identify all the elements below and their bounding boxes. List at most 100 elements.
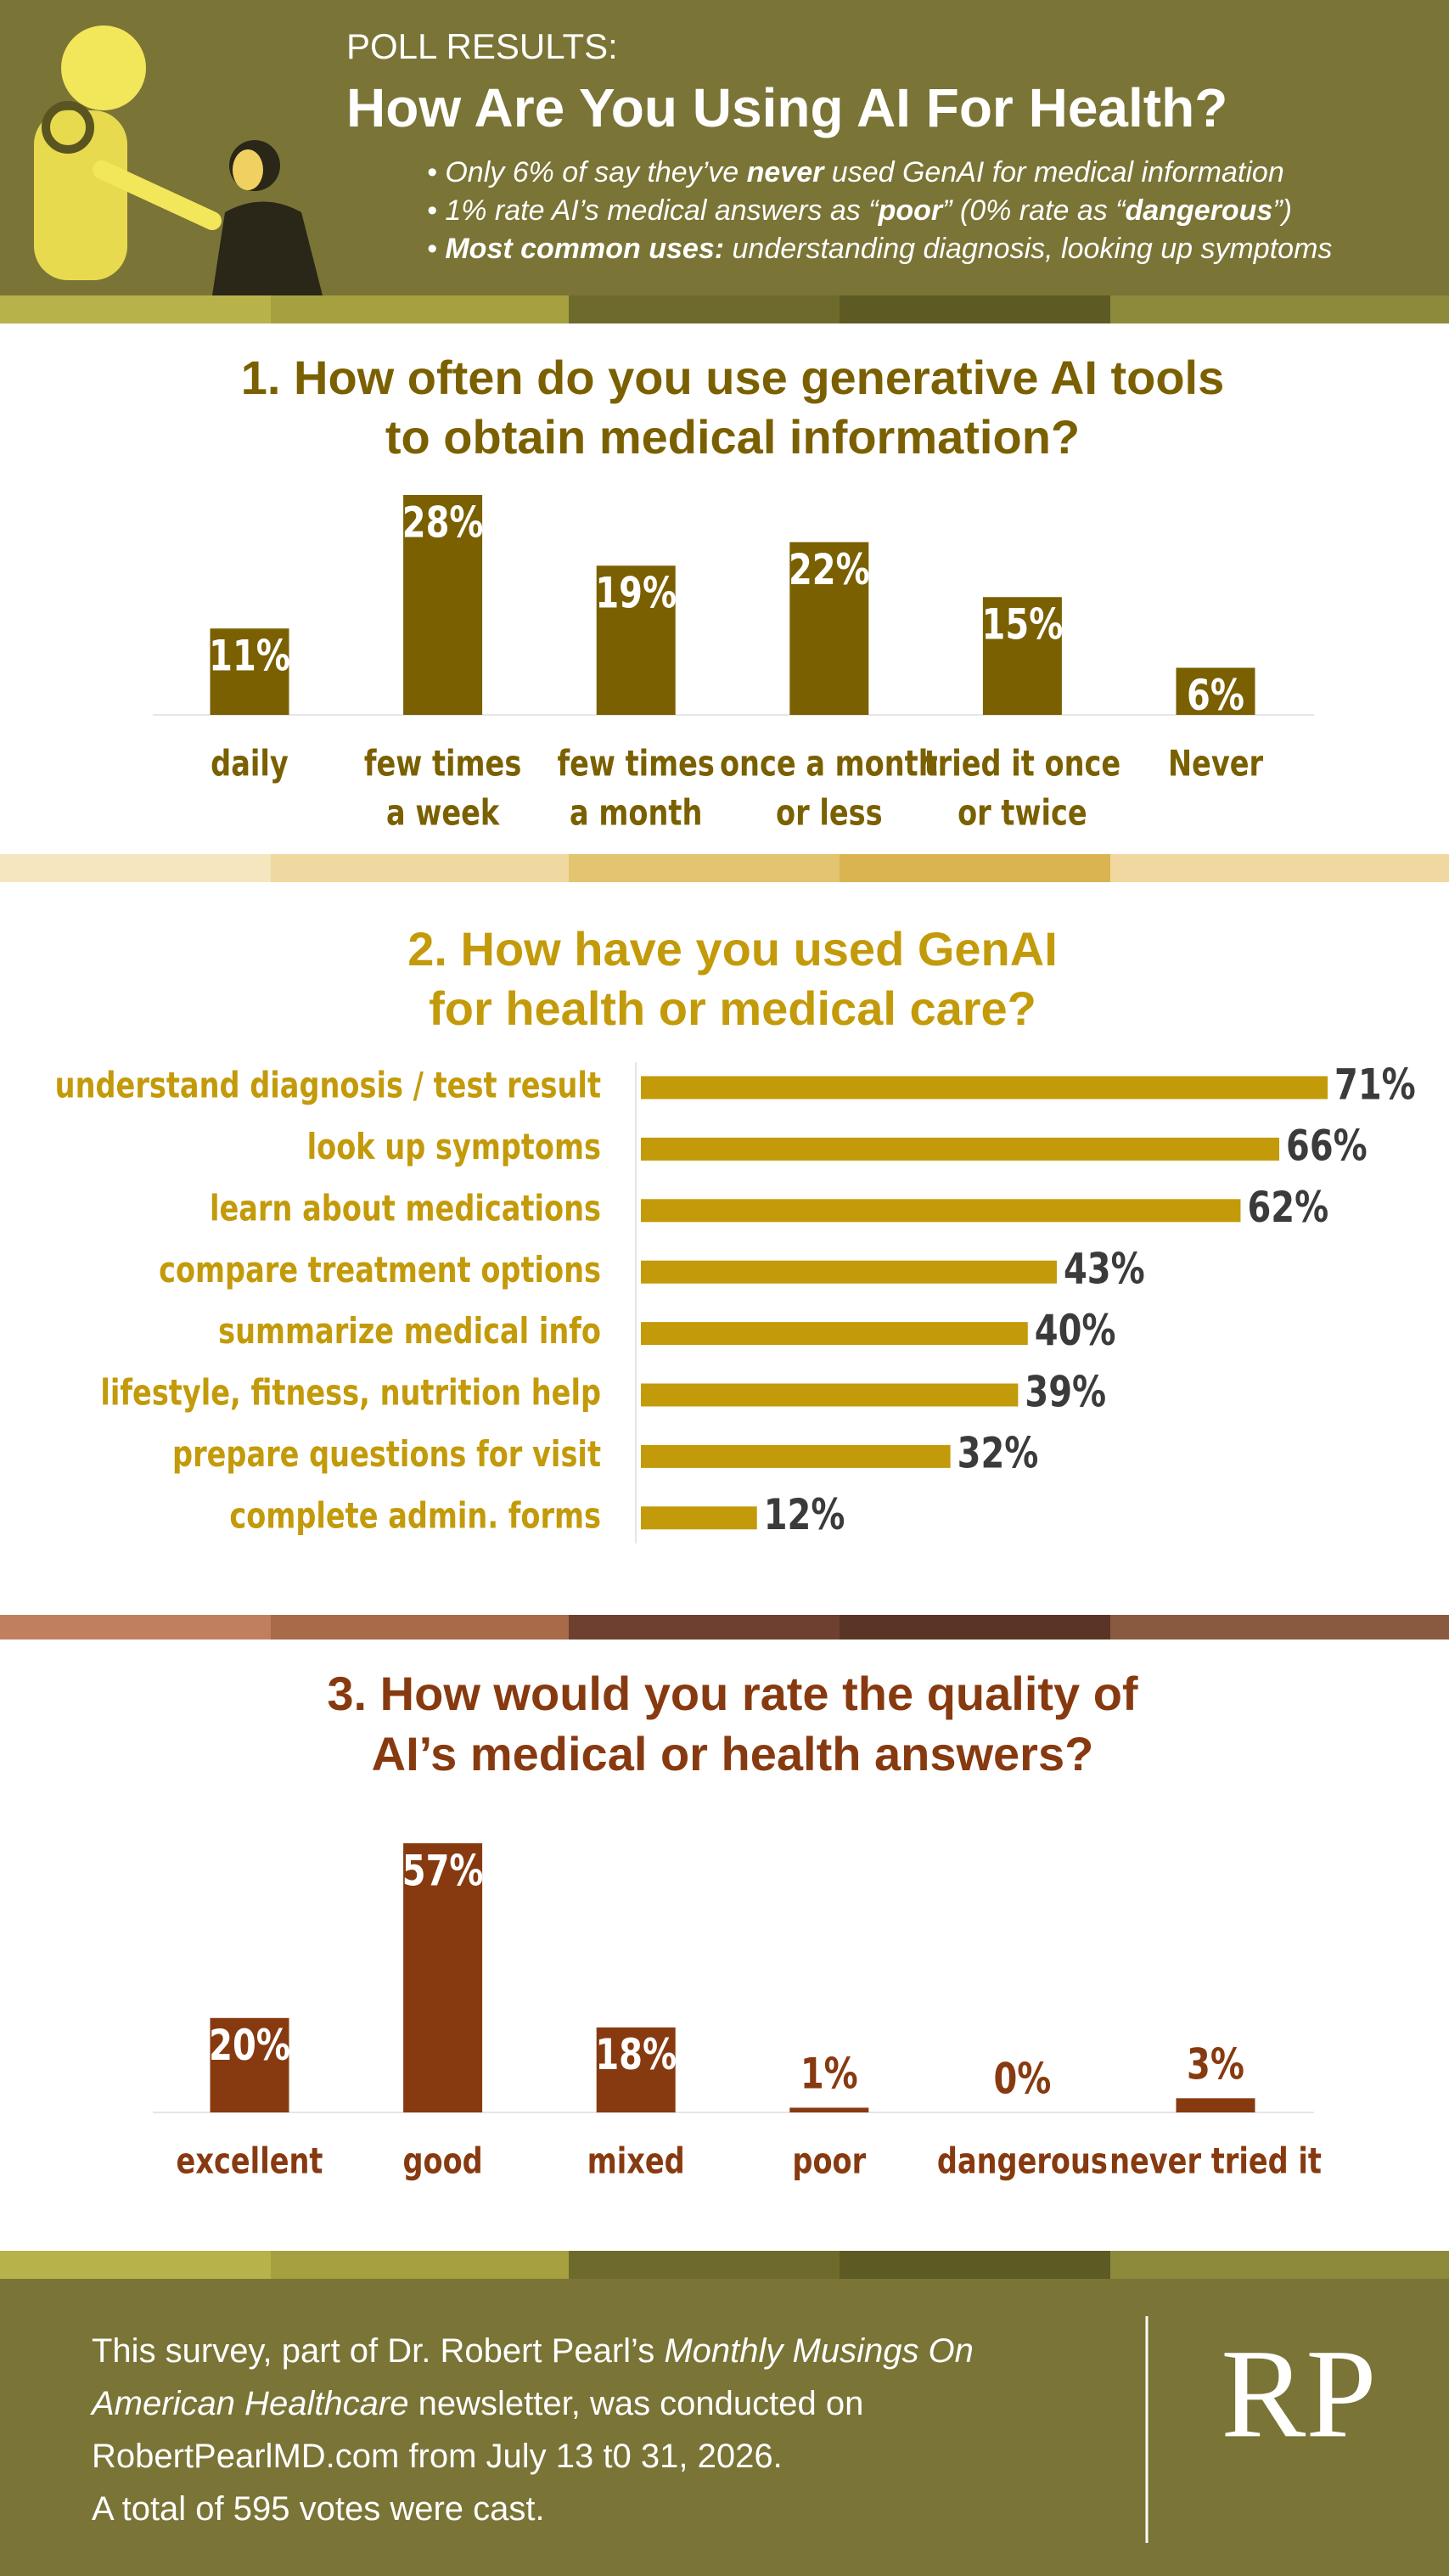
text-segment: dangerous bbox=[1126, 194, 1273, 227]
category-label: or twice bbox=[958, 792, 1087, 834]
value-label: 0% bbox=[993, 2054, 1051, 2104]
text-segment: • bbox=[427, 233, 445, 265]
value-label: 3% bbox=[1187, 2039, 1244, 2089]
category-label: look up symptoms bbox=[307, 1126, 601, 1167]
footer-line: A total of 595 votes were cast. bbox=[92, 2490, 545, 2528]
category-label: once a month bbox=[720, 743, 939, 785]
footer-line: RobertPearlMD.com from July 13 t0 31, 20… bbox=[92, 2438, 783, 2475]
category-label-group: few times bbox=[557, 743, 714, 785]
footer-line: This survey, part of Dr. Robert Pearl’s … bbox=[92, 2332, 974, 2370]
robot-body bbox=[34, 110, 127, 280]
chart-title: for health or medical care? bbox=[429, 981, 1036, 1035]
value-label-group: 71% bbox=[1334, 1060, 1416, 1110]
category-label-group: daily bbox=[211, 743, 289, 785]
category-label: dangerous bbox=[937, 2140, 1108, 2182]
category-label: daily bbox=[211, 743, 289, 785]
text-segment: • Only 6% of say they’ve bbox=[427, 156, 747, 188]
category-label-group: few times bbox=[364, 743, 521, 785]
category-label-group: understand diagnosis / test result bbox=[55, 1065, 601, 1106]
category-label: learn about medications bbox=[210, 1188, 601, 1229]
value-label: 18% bbox=[595, 2030, 677, 2080]
category-label-group: summarize medical info bbox=[218, 1311, 601, 1353]
bar bbox=[641, 1260, 1057, 1284]
text-segment: Most common uses: bbox=[445, 233, 724, 265]
text-segment: newsletter, was conducted on bbox=[409, 2385, 864, 2422]
value-label: 11% bbox=[209, 631, 290, 681]
text-segment: used GenAI for medical information bbox=[823, 156, 1283, 188]
category-label: never tried it bbox=[1109, 2140, 1322, 2182]
value-label: 19% bbox=[595, 568, 677, 618]
value-label: 66% bbox=[1286, 1121, 1368, 1171]
category-label: excellent bbox=[177, 2140, 323, 2182]
bar bbox=[641, 1383, 1019, 1407]
category-label-group: learn about medications bbox=[210, 1188, 601, 1229]
value-label-group: 3% bbox=[1187, 2039, 1244, 2089]
category-label-group: a week bbox=[386, 792, 500, 834]
value-label: 15% bbox=[982, 599, 1064, 650]
value-label: 62% bbox=[1247, 1183, 1328, 1233]
chart-title: AI’s medical or health answers? bbox=[372, 1727, 1094, 1780]
illustration bbox=[34, 25, 323, 295]
category-label: few times bbox=[364, 743, 521, 785]
text-segment: never bbox=[747, 156, 825, 188]
bar bbox=[1176, 667, 1255, 715]
bar bbox=[641, 1137, 1280, 1161]
category-label-group: prepare questions for visit bbox=[172, 1433, 601, 1475]
category-label: or less bbox=[776, 792, 883, 834]
bar bbox=[1176, 2098, 1255, 2112]
logo: RP bbox=[1221, 2323, 1376, 2464]
bar bbox=[789, 2107, 869, 2112]
value-label-group: 6% bbox=[1187, 670, 1244, 720]
chart-title: 1. How often do you use generative AI to… bbox=[241, 351, 1225, 404]
chart-title: 2. How have you used GenAI bbox=[407, 922, 1058, 976]
text-segment: American Healthcare bbox=[90, 2385, 409, 2422]
category-label: few times bbox=[557, 743, 714, 785]
category-label-group: a month bbox=[570, 792, 702, 834]
category-label: poor bbox=[792, 2140, 866, 2182]
robot-head bbox=[61, 25, 146, 110]
value-label: 43% bbox=[1064, 1244, 1145, 1294]
category-label: Never bbox=[1168, 743, 1263, 785]
category-label-group: mixed bbox=[587, 2140, 685, 2182]
value-label: 1% bbox=[800, 2049, 858, 2099]
value-label-group: 18% bbox=[595, 2030, 677, 2080]
bar bbox=[596, 2027, 676, 2112]
category-label-group: once a month bbox=[720, 743, 939, 785]
text-segment: This survey, part of Dr. Robert Pearl’s bbox=[92, 2332, 664, 2370]
bullet: • 1% rate AI’s medical answers as “poor”… bbox=[427, 194, 1292, 227]
footer-line: American Healthcare newsletter, was cond… bbox=[90, 2385, 863, 2422]
stripe bbox=[0, 854, 1449, 882]
chart-title: to obtain medical information? bbox=[385, 410, 1080, 464]
value-label: 20% bbox=[209, 2021, 290, 2071]
bar bbox=[210, 2017, 289, 2112]
category-label-group: excellent bbox=[177, 2140, 323, 2182]
value-label: 22% bbox=[789, 544, 870, 594]
text-segment: ” (0% rate as “ bbox=[942, 194, 1126, 227]
category-label-group: never tried it bbox=[1109, 2140, 1322, 2182]
value-label: 32% bbox=[958, 1428, 1039, 1478]
bar bbox=[403, 495, 483, 715]
text-segment: understanding diagnosis, looking up symp… bbox=[724, 233, 1332, 265]
value-label-group: 39% bbox=[1025, 1367, 1106, 1417]
value-label: 28% bbox=[402, 498, 484, 548]
category-label-group: poor bbox=[792, 2140, 866, 2182]
category-label: good bbox=[402, 2140, 482, 2182]
value-label: 6% bbox=[1187, 670, 1244, 720]
bar bbox=[789, 542, 869, 715]
value-label-group: 20% bbox=[209, 2021, 290, 2071]
value-label-group: 19% bbox=[595, 568, 677, 618]
stripe bbox=[0, 2251, 1449, 2279]
bar bbox=[403, 1843, 483, 2112]
bar bbox=[982, 597, 1062, 715]
category-label-group: look up symptoms bbox=[307, 1126, 601, 1167]
category-label: summarize medical info bbox=[218, 1311, 601, 1353]
value-label: 40% bbox=[1035, 1305, 1116, 1355]
stripe bbox=[0, 295, 1449, 323]
value-label-group: 11% bbox=[209, 631, 290, 681]
bullet: • Most common uses: understanding diagno… bbox=[427, 233, 1332, 265]
person-body bbox=[212, 201, 323, 295]
value-label: 71% bbox=[1334, 1060, 1416, 1110]
bullet: • Only 6% of say they’ve never used GenA… bbox=[427, 156, 1284, 188]
bar bbox=[596, 565, 676, 715]
